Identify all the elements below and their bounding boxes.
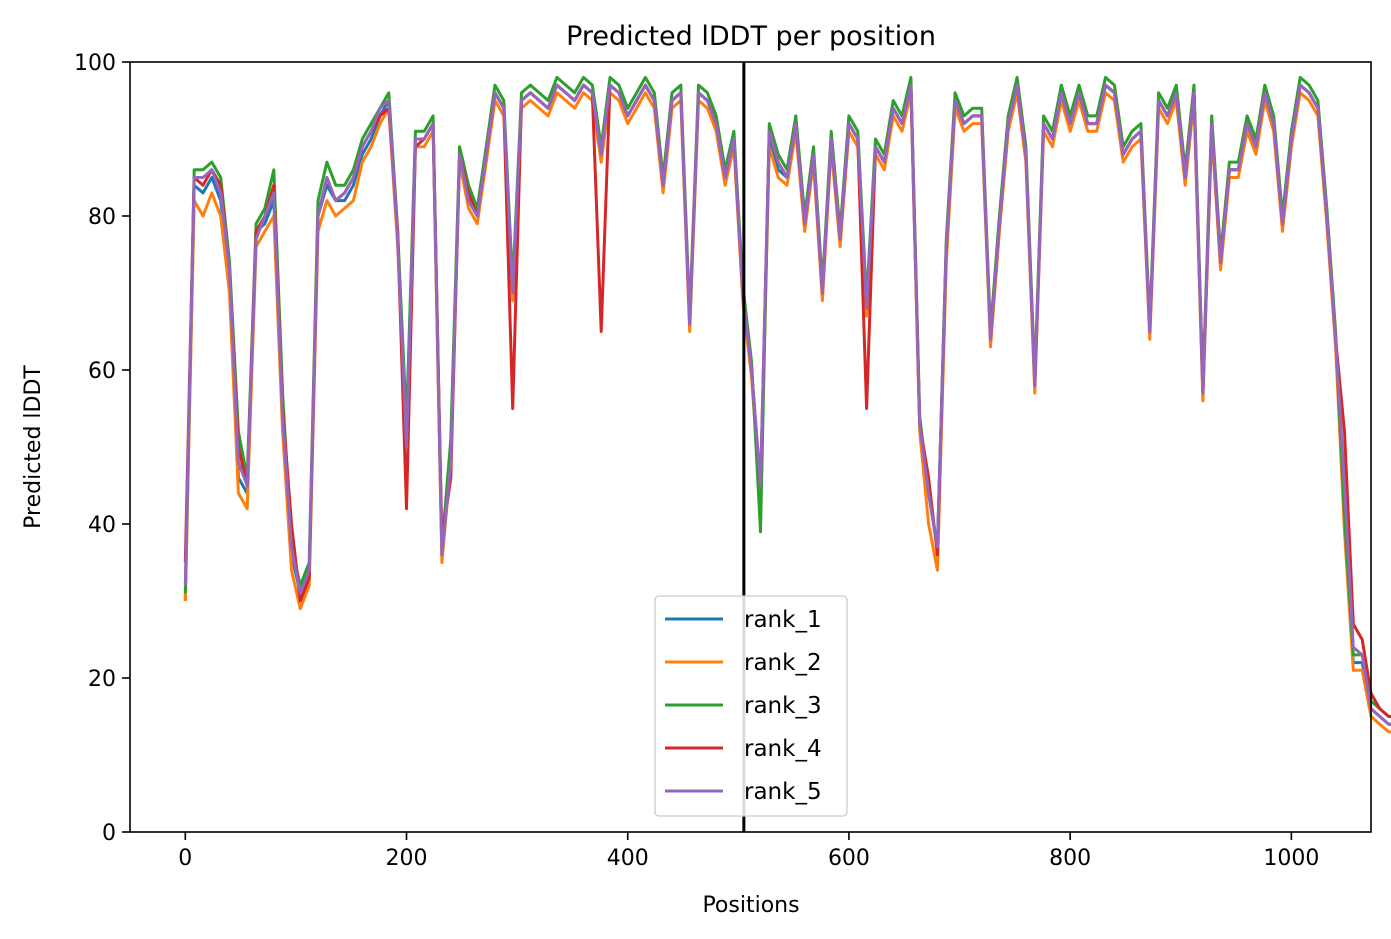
- legend-label-rank_5: rank_5: [744, 779, 822, 805]
- x-tick-label: 800: [1049, 846, 1091, 871]
- plot-area-frame: [129, 61, 1372, 833]
- y-tick-label: 100: [74, 51, 116, 76]
- legend-label-rank_3: rank_3: [744, 693, 822, 719]
- series-line-rank_5: [183, 83, 1391, 726]
- legend-label-rank_1: rank_1: [744, 607, 822, 633]
- x-tick-label: 200: [386, 846, 428, 871]
- legend-label-rank_4: rank_4: [744, 736, 822, 762]
- legend-label-rank_2: rank_2: [744, 650, 822, 676]
- x-tick-label: 400: [607, 846, 649, 871]
- y-tick-label: 80: [88, 205, 116, 230]
- x-axis: 0 200 400 600 800 1000: [178, 832, 1319, 871]
- x-axis-label: Positions: [702, 893, 799, 918]
- x-tick-label: 0: [178, 846, 192, 871]
- y-tick-label: 40: [88, 513, 116, 538]
- series-layer: [183, 75, 1391, 734]
- y-axis: 0 20 40 60 80 100: [74, 51, 130, 846]
- x-tick-label: 1000: [1263, 846, 1319, 871]
- chart-title: Predicted lDDT per position: [566, 21, 936, 52]
- y-tick-label: 0: [102, 821, 116, 846]
- y-axis-label: Predicted lDDT: [21, 365, 46, 529]
- x-tick-label: 600: [828, 846, 870, 871]
- legend: rank_1 rank_2 rank_3 rank_4 rank_5: [654, 595, 848, 817]
- legend-box: [654, 595, 848, 817]
- y-tick-label: 20: [88, 667, 116, 692]
- y-tick-label: 60: [88, 359, 116, 384]
